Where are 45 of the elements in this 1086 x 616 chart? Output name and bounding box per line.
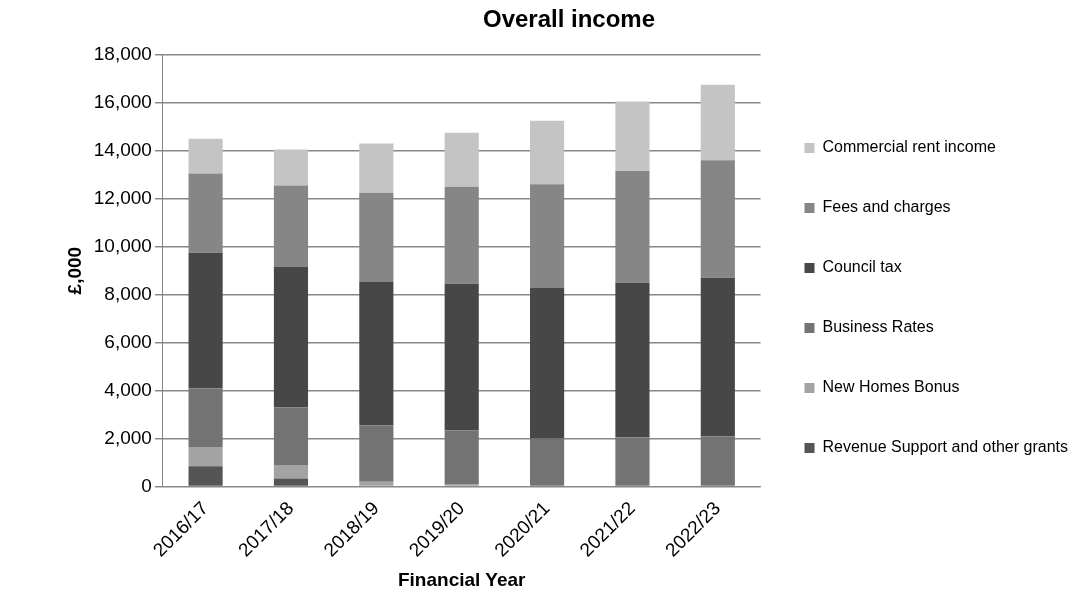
y-tick-label: 14,000	[93, 138, 152, 160]
legend-label: Fees and charges	[822, 198, 951, 216]
bar	[700, 436, 735, 486]
x-axis-title: Financial Year	[397, 568, 527, 590]
bar	[530, 287, 565, 439]
bar	[273, 267, 309, 408]
bar	[615, 437, 650, 486]
bar	[359, 281, 394, 426]
bar	[188, 466, 223, 486]
bar	[530, 120, 565, 185]
bar	[444, 283, 479, 431]
legend-label: Revenue Support and other grants	[822, 438, 1068, 456]
y-axis-title: £,000	[63, 246, 85, 295]
legend-label: Council tax	[822, 258, 902, 276]
bar	[359, 425, 394, 482]
legend-label: Commercial rent income	[822, 138, 996, 156]
bar	[359, 481, 394, 486]
y-tick-label: 0	[141, 474, 152, 496]
bar	[188, 446, 223, 467]
bar	[700, 277, 735, 437]
bar	[273, 149, 309, 186]
y-tick-label: 12,000	[93, 186, 152, 208]
y-tick-label: 2,000	[104, 426, 152, 448]
bar	[273, 407, 309, 465]
chart-title: Overall income	[482, 5, 656, 33]
bar	[188, 138, 223, 174]
y-tick-label: 8,000	[104, 282, 152, 304]
legend-label: New Homes Bonus	[822, 378, 960, 396]
bar	[188, 388, 223, 447]
bar	[273, 478, 309, 486]
bar	[273, 464, 309, 479]
y-tick-label: 6,000	[104, 330, 152, 352]
bar	[359, 143, 394, 193]
bar	[700, 84, 735, 161]
bar	[615, 282, 650, 438]
bar	[188, 252, 223, 389]
y-tick-label: 18,000	[93, 43, 152, 65]
y-tick-label: 10,000	[93, 234, 152, 256]
legend-label: Business Rates	[822, 318, 934, 336]
bar	[444, 430, 479, 485]
bar	[444, 132, 479, 187]
bar	[615, 101, 650, 172]
y-tick-label: 4,000	[104, 378, 152, 400]
bar	[530, 438, 565, 486]
y-tick-label: 16,000	[93, 91, 152, 112]
